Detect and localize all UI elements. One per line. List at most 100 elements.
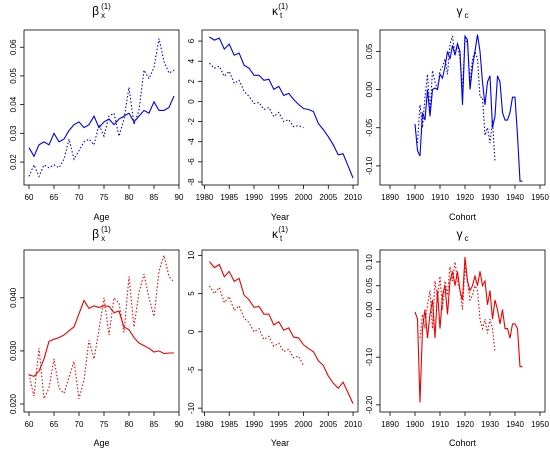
y-tick-label: 0.030 xyxy=(9,340,18,361)
x-tick-label: 1980 xyxy=(196,193,214,202)
y-tick-label: 0.06 xyxy=(9,39,18,55)
chart-title: κ t(1) xyxy=(272,225,288,243)
chart-panel-2: γ c 1890 1900 1910 1920 1930 1940 1950 -0.10 -0.05… xyxy=(365,4,549,222)
x-tick-label: 1985 xyxy=(220,193,238,202)
series-line-dotted xyxy=(416,35,496,163)
x-tick-label: 90 xyxy=(175,420,184,429)
y-tick-label: 0 xyxy=(187,99,196,104)
series-line-dotted xyxy=(419,261,496,353)
x-tick-label: 1990 xyxy=(245,420,263,429)
plot-frame xyxy=(379,29,546,186)
series-line-solid xyxy=(208,261,354,404)
x-tick-label: 1910 xyxy=(431,420,449,429)
plot-frame xyxy=(201,249,359,413)
x-tick-label: 1930 xyxy=(481,193,499,202)
x-tick-label: 1920 xyxy=(456,193,474,202)
x-tick-label: 1910 xyxy=(431,193,449,202)
x-axis-label: Year xyxy=(271,438,289,448)
x-tick-label: 1950 xyxy=(531,420,549,429)
y-tick-label: -0.05 xyxy=(365,118,374,137)
y-tick-label: -8 xyxy=(187,178,196,186)
plot-frame xyxy=(379,249,546,413)
x-tick-label: 1930 xyxy=(481,420,499,429)
x-axis-label: Cohort xyxy=(449,438,477,448)
y-tick-label: -4 xyxy=(187,138,196,146)
x-tick-label: 70 xyxy=(75,193,84,202)
y-tick-label: -5 xyxy=(187,366,196,374)
x-tick-label: 1920 xyxy=(456,420,474,429)
x-tick-label: 2000 xyxy=(295,420,313,429)
x-tick-label: 1940 xyxy=(506,193,524,202)
x-tick-label: 1985 xyxy=(220,420,238,429)
plot-frame xyxy=(201,29,359,186)
x-tick-label: 1990 xyxy=(245,193,263,202)
x-tick-label: 90 xyxy=(175,193,184,202)
y-tick-label: 0.00 xyxy=(365,81,374,97)
x-tick-label: 1890 xyxy=(381,420,399,429)
x-tick-label: 2005 xyxy=(319,420,337,429)
y-tick-label: -6 xyxy=(187,158,196,166)
x-tick-label: 1950 xyxy=(531,193,549,202)
x-tick-label: 2000 xyxy=(295,193,313,202)
x-tick-label: 60 xyxy=(25,193,34,202)
y-tick-label: 0.05 xyxy=(365,277,374,293)
x-tick-label: 1890 xyxy=(381,193,399,202)
y-tick-label: 0.020 xyxy=(9,393,18,414)
chart-title: β x(1) xyxy=(92,225,111,243)
y-tick-label: 0.03 xyxy=(9,125,18,141)
chart-panel-5: γ c 1890 1900 1910 1920 1930 1940 1950 -0.20 -0.10… xyxy=(365,227,549,448)
y-tick-label: -10 xyxy=(187,402,196,414)
x-axis-label: Age xyxy=(93,212,109,222)
series-line-dotted xyxy=(208,285,304,366)
chart-title: β x(1) xyxy=(92,2,111,20)
x-tick-label: 65 xyxy=(50,420,59,429)
x-tick-label: 85 xyxy=(150,420,159,429)
chart-panel-0: β x(1) 60 65 70 75 80 85 90 0.02 0.03 0.04 0.05 0.06 A… xyxy=(9,2,184,222)
x-tick-label: 1900 xyxy=(406,420,424,429)
y-tick-label: 2 xyxy=(187,79,196,84)
series-line-dotted xyxy=(28,38,175,178)
x-tick-label: 1980 xyxy=(196,420,214,429)
x-tick-label: 70 xyxy=(75,420,84,429)
x-axis-label: Year xyxy=(271,212,289,222)
x-tick-label: 2010 xyxy=(344,193,362,202)
x-tick-label: 1995 xyxy=(270,420,288,429)
x-axis-label: Age xyxy=(93,438,109,448)
x-tick-label: 60 xyxy=(25,420,34,429)
x-tick-label: 1940 xyxy=(506,420,524,429)
x-tick-label: 2010 xyxy=(344,420,362,429)
plot-frame xyxy=(23,29,180,186)
chart-title: κ t(1) xyxy=(272,2,288,20)
y-tick-label: -0.10 xyxy=(365,156,374,175)
y-tick-label: 0 xyxy=(187,329,196,334)
y-tick-label: 0.02 xyxy=(9,154,18,170)
x-tick-label: 65 xyxy=(50,193,59,202)
y-tick-label: 0.040 xyxy=(9,287,18,308)
y-tick-label: 0.04 xyxy=(9,96,18,112)
x-tick-label: 75 xyxy=(100,193,109,202)
chart-panel-4: κ t(1) 1980 1985 1990 1995 2000 2005 2010 -10 -5 0 5… xyxy=(187,225,362,448)
x-axis-label: Cohort xyxy=(449,212,477,222)
series-line-dotted xyxy=(209,62,304,129)
x-tick-label: 1900 xyxy=(406,193,424,202)
y-tick-label: 5 xyxy=(187,291,196,296)
x-tick-label: 75 xyxy=(100,420,109,429)
y-tick-label: -0.10 xyxy=(365,348,374,367)
y-tick-label: -0.20 xyxy=(365,395,374,414)
x-tick-label: 80 xyxy=(125,420,134,429)
series-line-solid xyxy=(414,34,523,182)
y-tick-label: 0.05 xyxy=(9,68,18,84)
y-tick-label: 10 xyxy=(187,250,196,259)
y-tick-label: -2 xyxy=(187,117,196,125)
series-line-dotted xyxy=(28,253,175,401)
x-tick-label: 80 xyxy=(125,193,134,202)
series-line-solid xyxy=(28,299,174,378)
series-line-solid xyxy=(209,36,354,179)
x-tick-label: 85 xyxy=(150,193,159,202)
y-tick-label: 0.10 xyxy=(365,254,374,270)
series-line-solid xyxy=(28,95,175,158)
plot-frame xyxy=(23,249,180,413)
